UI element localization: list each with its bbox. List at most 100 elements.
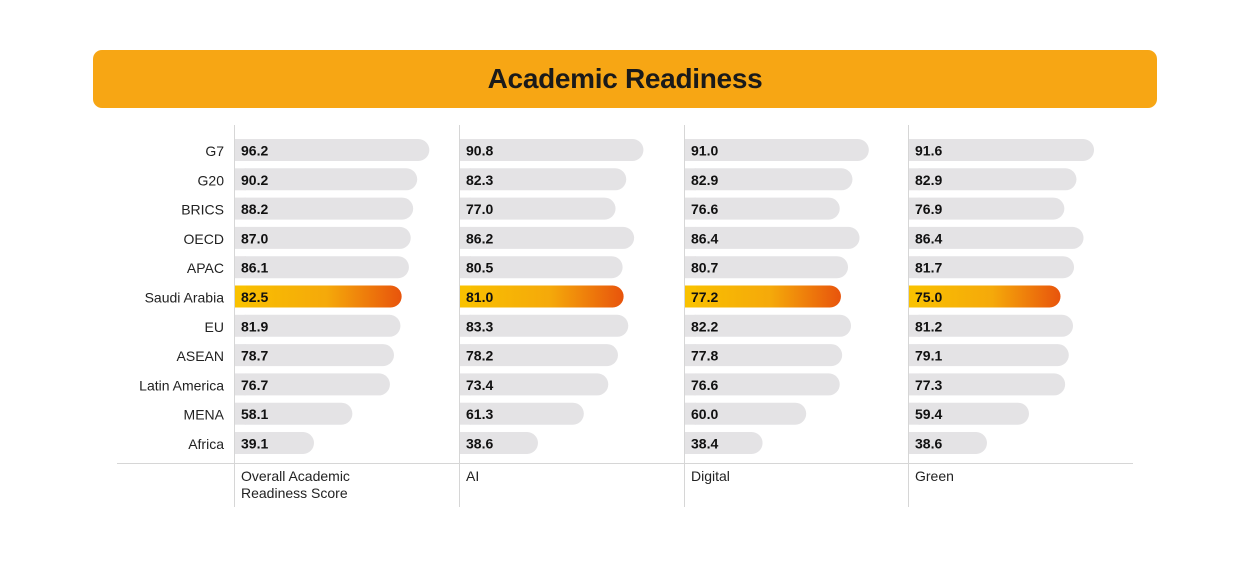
bar-left-edge (685, 197, 696, 220)
bar (909, 139, 1095, 161)
value-label: 88.2 (241, 201, 268, 217)
category-label: Saudi Arabia (145, 290, 225, 306)
value-label: 76.7 (241, 377, 268, 393)
bar-left-edge (460, 256, 471, 279)
title-banner: Academic Readiness (93, 50, 1157, 108)
bar (235, 256, 409, 279)
bar (235, 168, 418, 191)
value-label: 78.2 (466, 348, 493, 364)
value-label: 83.3 (466, 318, 493, 334)
bar-left-edge (235, 373, 246, 396)
value-label: 79.1 (915, 348, 942, 364)
value-label: 77.8 (691, 348, 718, 364)
bar-highlight (909, 285, 1061, 308)
bar-left-edge (685, 285, 696, 308)
series-label: Readiness Score (241, 485, 348, 501)
value-label: 76.9 (915, 201, 942, 217)
bar-left-edge (460, 314, 471, 337)
bar-left-edge (235, 402, 246, 425)
bar (909, 402, 1029, 425)
bar (235, 197, 414, 220)
bar-highlight (685, 285, 841, 308)
series-label: AI (466, 468, 479, 484)
bar-left-edge (460, 432, 471, 454)
value-label: 87.0 (241, 230, 268, 246)
value-label: 82.9 (915, 172, 942, 188)
value-label: 80.7 (691, 260, 718, 276)
bar (235, 373, 390, 396)
category-label: G7 (205, 143, 224, 159)
bar-left-edge (685, 139, 696, 161)
bar-left-edge (235, 256, 246, 279)
value-label: 91.6 (915, 143, 942, 159)
value-label: 82.5 (241, 289, 268, 305)
bar (909, 314, 1074, 337)
value-label: 81.2 (915, 318, 942, 334)
bar (685, 168, 853, 191)
bar (460, 168, 627, 191)
value-label: 39.1 (241, 436, 268, 452)
value-label: 82.3 (466, 172, 493, 188)
value-label: 86.4 (691, 230, 718, 246)
bar-left-edge (909, 373, 920, 396)
bar-left-edge (909, 168, 920, 191)
value-label: 96.2 (241, 143, 268, 159)
value-label: 91.0 (691, 143, 718, 159)
bar-left-edge (685, 314, 696, 337)
bar (685, 373, 840, 396)
bar-left-edge (685, 402, 696, 425)
category-label: BRICS (181, 202, 224, 218)
bar-left-edge (460, 402, 471, 425)
value-label: 77.0 (466, 201, 493, 217)
bar-left-edge (235, 226, 246, 249)
bar (460, 314, 629, 337)
bar-left-edge (909, 344, 920, 367)
bar (909, 344, 1069, 367)
bar (460, 402, 584, 425)
value-label: 81.9 (241, 318, 268, 334)
bar-left-edge (685, 168, 696, 191)
bar (909, 197, 1065, 220)
bar-left-edge (235, 285, 246, 308)
bar-left-edge (235, 197, 246, 220)
bar-left-edge (685, 344, 696, 367)
value-label: 77.3 (915, 377, 942, 393)
bar-left-edge (460, 139, 471, 161)
value-label: 86.4 (915, 230, 942, 246)
bar-left-edge (460, 285, 471, 308)
value-label: 38.6 (915, 436, 942, 452)
bar-left-edge (909, 226, 920, 249)
bar (460, 197, 616, 220)
value-label: 78.7 (241, 348, 268, 364)
bar-left-edge (909, 197, 920, 220)
bar-left-edge (235, 139, 246, 161)
bar-left-edge (685, 432, 696, 454)
category-label: Latin America (139, 377, 224, 393)
category-label: MENA (184, 407, 225, 423)
bar-left-edge (685, 226, 696, 249)
bar (685, 139, 869, 161)
category-label: Africa (188, 436, 224, 452)
category-label: EU (205, 319, 224, 335)
bar (685, 197, 840, 220)
bar (460, 256, 623, 279)
value-label: 38.4 (691, 436, 718, 452)
bar-left-edge (909, 256, 920, 279)
value-label: 61.3 (466, 406, 493, 422)
bar (235, 432, 314, 454)
value-label: 81.7 (915, 260, 942, 276)
bar-left-edge (460, 168, 471, 191)
bar-highlight (460, 285, 624, 308)
bar-left-edge (235, 432, 246, 454)
bar-left-edge (909, 314, 920, 337)
category-label: APAC (187, 260, 224, 276)
bar-left-edge (909, 402, 920, 425)
bar-left-edge (909, 285, 920, 308)
bar-left-edge (460, 226, 471, 249)
value-label: 73.4 (466, 377, 493, 393)
bar (685, 344, 843, 367)
bar-left-edge (460, 197, 471, 220)
bar (235, 226, 411, 249)
bar-left-edge (235, 344, 246, 367)
